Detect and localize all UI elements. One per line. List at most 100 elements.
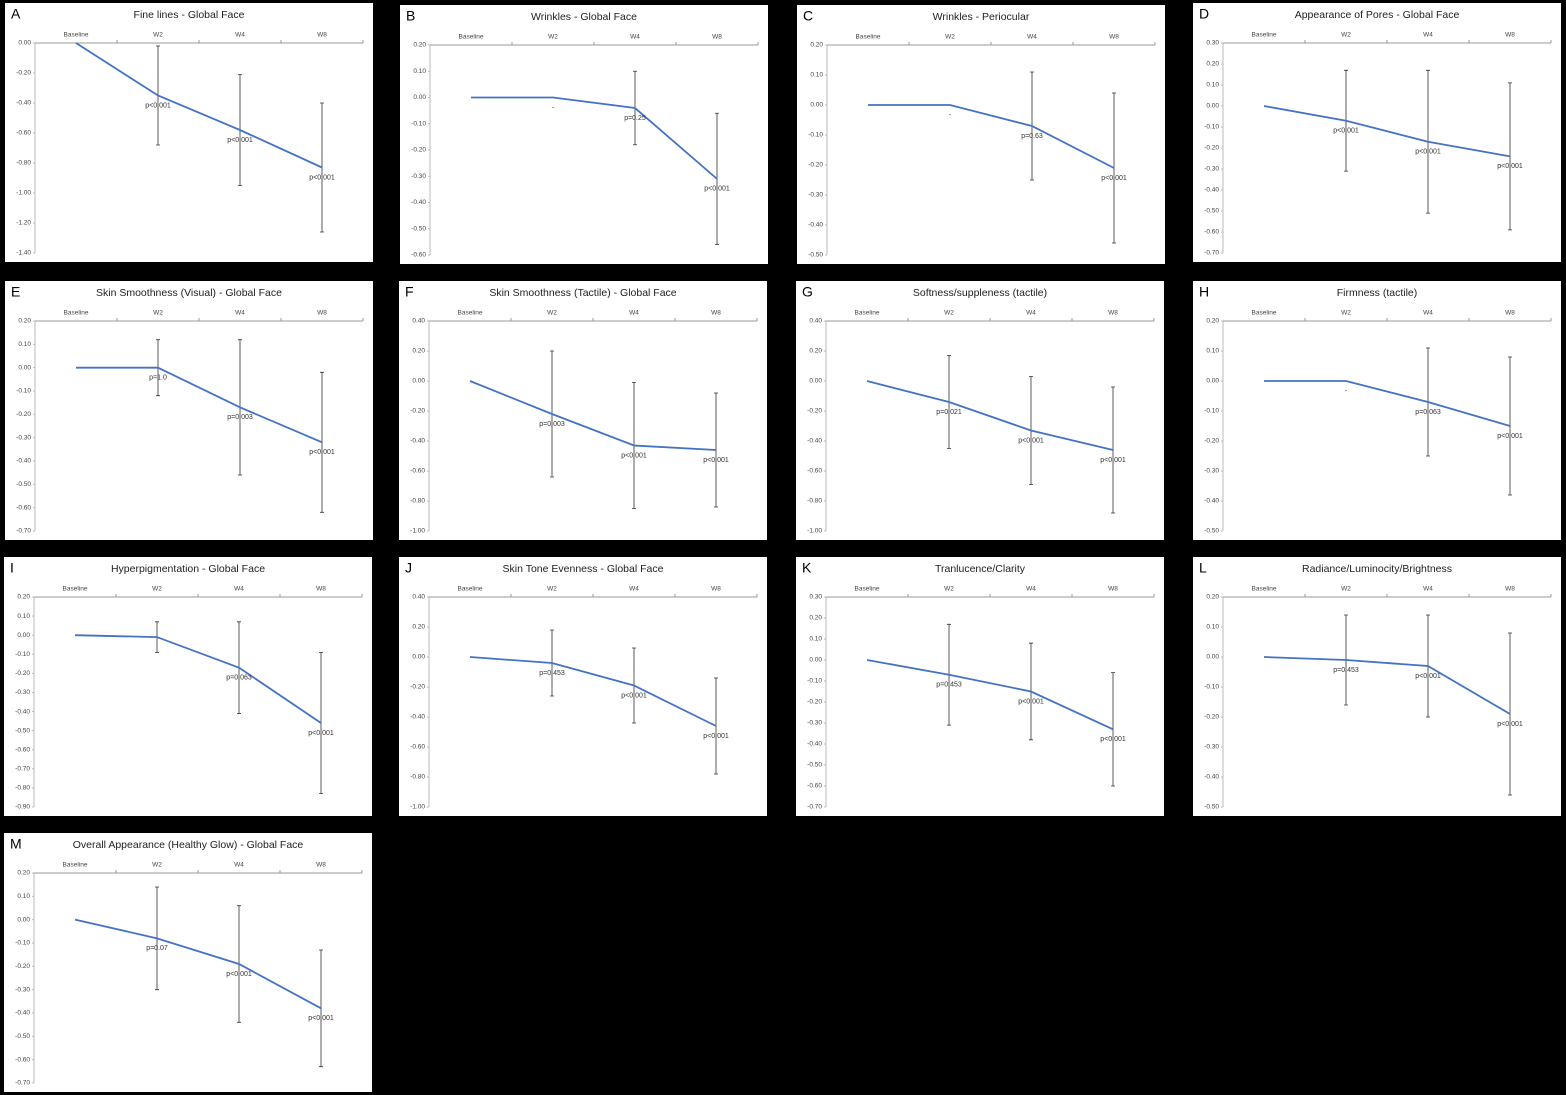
y-tick-label: -0.30 <box>808 192 823 199</box>
y-tick-label: -0.20 <box>16 70 31 77</box>
y-tick-label: -0.40 <box>1204 498 1219 505</box>
y-tick-label: 0.10 <box>809 636 822 643</box>
x-tick-label: W2 <box>152 862 162 869</box>
p-value-label: p=1.0 <box>149 375 167 382</box>
y-tick-label: -0.60 <box>807 783 822 790</box>
panel-letter: L <box>1199 560 1207 576</box>
y-tick-label: 0.20 <box>17 594 30 601</box>
panel-background <box>399 281 767 540</box>
y-tick-label: 0.00 <box>413 94 426 101</box>
y-tick-label: -0.30 <box>16 434 31 441</box>
x-tick-label: W8 <box>317 32 327 39</box>
p-value-label: p<0.001 <box>621 692 647 699</box>
y-tick-label: 0.10 <box>1206 82 1219 89</box>
panel-letter: K <box>802 560 812 576</box>
x-tick-label: W4 <box>235 310 245 317</box>
data-line <box>76 366 323 444</box>
y-tick-label: 0.00 <box>1206 103 1219 110</box>
x-tick-label: Baseline <box>63 862 88 869</box>
chart-panel: H Firmness (tactile) 0.20 0.10 0.00 -0.10 -0.2… <box>1193 281 1561 540</box>
y-tick-label: -0.60 <box>15 1056 30 1063</box>
y-tick-label: -0.60 <box>16 504 31 511</box>
data-line <box>868 104 1115 169</box>
x-tick-label: W2 <box>1341 32 1351 39</box>
panel-letter: C <box>803 8 813 24</box>
x-tick-label: Baseline <box>458 586 483 593</box>
p-value-label: p=0.07 <box>146 945 168 952</box>
y-tick-label: -0.30 <box>1204 166 1219 173</box>
p-value-label: p=0.003 <box>227 414 253 421</box>
y-tick-label: -0.90 <box>15 804 30 811</box>
panel-letter: F <box>405 284 414 300</box>
y-tick-label: -1.20 <box>16 220 31 227</box>
x-tick-label: Baseline <box>459 34 484 41</box>
panel-background <box>4 557 372 816</box>
y-tick-label: -0.20 <box>1204 714 1219 721</box>
y-tick-label: 0.20 <box>810 42 823 49</box>
x-tick-label: W4 <box>630 34 640 41</box>
panel-background <box>796 557 1164 816</box>
panel-letter: E <box>11 284 20 300</box>
y-tick-label: 0.00 <box>809 657 822 664</box>
p-value-label: p=0.63 <box>1021 133 1043 140</box>
chart-title: Firmness (tactile) <box>1337 287 1418 299</box>
y-tick-label: -0.40 <box>807 741 822 748</box>
chart-title: Skin Tone Evenness - Global Face <box>503 563 664 575</box>
y-tick-label: -0.40 <box>410 438 425 445</box>
y-tick-label: -0.30 <box>1204 744 1219 751</box>
chart-panel: F Skin Smoothness (Tactile) - Global Face… <box>399 281 767 540</box>
y-tick-label: 0.00 <box>809 378 822 385</box>
x-tick-label: W2 <box>944 310 954 317</box>
data-line <box>866 380 1114 451</box>
p-value-label: p<0.001 <box>1415 149 1441 156</box>
p-value-label: - <box>552 104 555 111</box>
p-value-label: p<0.001 <box>703 457 729 464</box>
chart-title: Wrinkles - Global Face <box>531 11 637 23</box>
panel-background <box>1193 281 1561 540</box>
y-tick-label: 0.20 <box>412 348 425 355</box>
panel-background <box>5 3 373 262</box>
p-value-label: p<0.001 <box>1018 437 1044 444</box>
x-tick-label: W8 <box>712 34 722 41</box>
x-tick-label: W2 <box>153 32 163 39</box>
y-tick-label: -0.80 <box>410 498 425 505</box>
x-tick-label: W4 <box>1026 586 1036 593</box>
y-tick-label: -0.50 <box>15 727 30 734</box>
y-tick-label: -1.00 <box>410 528 425 535</box>
x-tick-label: Baseline <box>855 586 880 593</box>
y-tick-label: -0.40 <box>808 222 823 229</box>
y-tick-label: -0.40 <box>1204 187 1219 194</box>
chart-panel: E Skin Smoothness (Visual) - Global Face 0… <box>5 281 373 540</box>
y-tick-label: -1.00 <box>16 190 31 197</box>
y-tick-label: -0.40 <box>1204 774 1219 781</box>
y-tick-label: -0.20 <box>808 162 823 169</box>
y-tick-label: -0.60 <box>410 468 425 475</box>
y-tick-label: -0.30 <box>807 720 822 727</box>
chart-title: Overall Appearance (Healthy Glow) - Glob… <box>73 839 304 851</box>
x-tick-label: W4 <box>235 32 245 39</box>
x-tick-label: W8 <box>316 586 326 593</box>
y-tick-label: 0.20 <box>809 348 822 355</box>
y-tick-label: -0.10 <box>15 651 30 658</box>
panel-background <box>4 833 372 1092</box>
y-tick-label: -0.40 <box>15 1010 30 1017</box>
x-tick-label: W2 <box>153 310 163 317</box>
p-value-label: p=0.063 <box>226 674 252 681</box>
y-tick-label: -0.60 <box>410 744 425 751</box>
chart-panel: D Appearance of Pores - Global Face 0.30 0.… <box>1193 3 1561 262</box>
p-value-label: - <box>949 112 952 119</box>
y-tick-label: -0.10 <box>1204 408 1219 415</box>
y-tick-label: -0.40 <box>410 714 425 721</box>
x-tick-label: W4 <box>1423 310 1433 317</box>
p-value-label: p<0.001 <box>1018 698 1044 705</box>
p-value-label: p=0.453 <box>936 682 962 689</box>
p-value-label: p<0.001 <box>308 730 334 737</box>
y-tick-label: 0.00 <box>810 102 823 109</box>
y-tick-label: -0.10 <box>1204 684 1219 691</box>
panel-letter: I <box>10 560 14 576</box>
p-value-label: p<0.001 <box>621 452 647 459</box>
chart-title: Tranlucence/Clarity <box>935 563 1026 575</box>
y-tick-label: -0.60 <box>1204 229 1219 236</box>
